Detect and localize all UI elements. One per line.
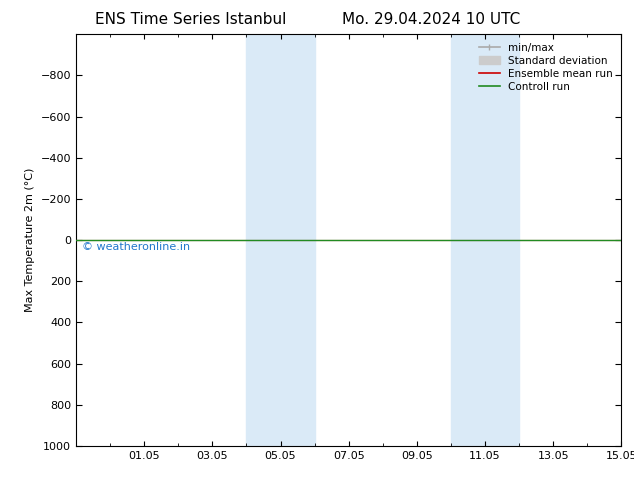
Y-axis label: Max Temperature 2m (°C): Max Temperature 2m (°C) — [25, 168, 35, 312]
Text: Mo. 29.04.2024 10 UTC: Mo. 29.04.2024 10 UTC — [342, 12, 521, 27]
Legend: min/max, Standard deviation, Ensemble mean run, Controll run: min/max, Standard deviation, Ensemble me… — [476, 40, 616, 95]
Text: © weatheronline.in: © weatheronline.in — [82, 242, 190, 252]
Bar — [247, 34, 314, 446]
Text: ENS Time Series Istanbul: ENS Time Series Istanbul — [94, 12, 286, 27]
Bar — [451, 34, 519, 446]
